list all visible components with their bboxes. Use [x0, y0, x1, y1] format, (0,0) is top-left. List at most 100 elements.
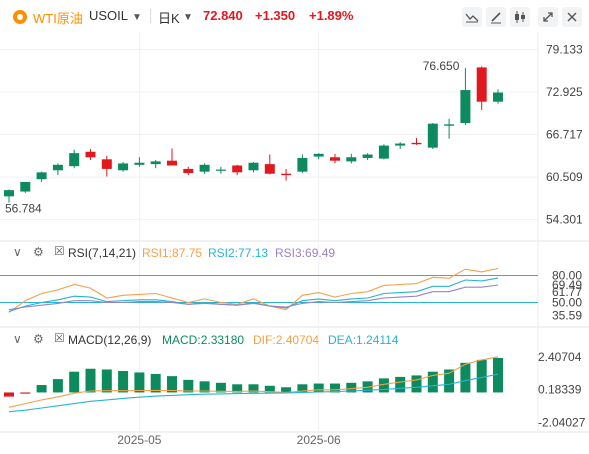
- candlestick-pane: 76.650 56.784: [4, 59, 503, 216]
- price-tick-label: 60.509: [546, 170, 583, 184]
- rsi-line-rsi3: [8, 284, 499, 311]
- rsi2-label: RSI2:77.13: [208, 246, 269, 260]
- candle-body: [362, 154, 373, 158]
- candle-body: [215, 169, 226, 171]
- candle-body: [118, 163, 129, 171]
- macd-histogram-bar: [330, 383, 340, 393]
- macd-histogram-bar: [199, 381, 210, 393]
- macd-histogram-bar: [444, 369, 455, 393]
- macd-histogram-bar: [264, 385, 275, 393]
- drawing-icon: [491, 12, 501, 24]
- macd-histogram-bar: [101, 369, 112, 393]
- rsi-tick-label: 69.49: [552, 278, 582, 292]
- toggle-box-icon[interactable]: ☒: [54, 244, 65, 258]
- candle-body: [395, 143, 406, 146]
- macd-histogram-bar: [118, 370, 129, 393]
- candle-style-button[interactable]: [510, 7, 530, 27]
- macd-histogram-bar: [167, 376, 177, 393]
- candle-body: [150, 161, 161, 165]
- candle-body: [346, 157, 357, 162]
- macd-histogram-bar: [411, 375, 422, 393]
- price-change-percent: +1.89%: [309, 8, 354, 23]
- rsi-tick-label: 35.59: [552, 308, 582, 322]
- toggle-box-icon[interactable]: ☒: [54, 331, 65, 345]
- rsi-line-rsi1: [8, 267, 499, 313]
- candle-body: [232, 165, 243, 173]
- macd-histogram-bar: [4, 392, 14, 397]
- macd-histogram-bar: [215, 382, 226, 393]
- price-change: +1.350: [255, 8, 296, 23]
- rsi-tick-label: 50.00: [552, 296, 582, 310]
- settings-icon[interactable]: ⚙: [33, 245, 44, 259]
- close-button[interactable]: [562, 7, 582, 27]
- candle-body: [199, 164, 210, 172]
- macd-histogram-bar: [183, 379, 194, 393]
- settings-icon[interactable]: ⚙: [33, 332, 44, 346]
- macd-histogram-bar: [85, 368, 96, 393]
- collapse-icon[interactable]: ∨: [13, 245, 22, 259]
- price-tick-label: 66.717: [546, 128, 583, 142]
- interval-dropdown-icon[interactable]: ▼: [183, 12, 193, 23]
- toolbar-divider: [150, 9, 151, 23]
- macd-histogram-bar: [476, 359, 487, 393]
- candle-body: [183, 168, 194, 174]
- dea-value-label: DEA:1.24114: [328, 333, 399, 347]
- candle-body: [52, 164, 63, 171]
- macd-histogram-bar: [493, 357, 503, 393]
- rsi1-label: RSI1:87.75: [142, 246, 203, 260]
- macd-histogram-bar: [297, 384, 308, 393]
- macd-title: MACD(12,26,9): [68, 333, 152, 347]
- candle-body: [101, 159, 112, 169]
- candle-body: [476, 67, 487, 102]
- macd-histogram-bar: [281, 387, 292, 393]
- candle-body: [330, 157, 340, 161]
- candle-body: [85, 151, 96, 158]
- macd-histogram-bar: [346, 382, 357, 393]
- candle-body: [493, 92, 503, 102]
- rsi-line-rsi2: [8, 277, 499, 313]
- macd-histogram-bar: [427, 371, 438, 393]
- dif-line: [8, 356, 499, 408]
- candle-body: [36, 172, 47, 180]
- macd-histogram-bar: [395, 376, 406, 393]
- expand-button[interactable]: [538, 7, 558, 27]
- candle-body: [264, 164, 275, 174]
- macd-histogram-bar: [69, 371, 80, 393]
- candle-body: [167, 160, 177, 166]
- candle-body: [4, 190, 14, 197]
- rsi3-label: RSI3:69.49: [275, 246, 336, 260]
- interval-selector[interactable]: 日K: [158, 11, 180, 26]
- dif-value-label: DIF:2.40704: [253, 333, 320, 347]
- chart-area[interactable]: 76.650 56.784 79.133 72.925 66.717 60.509 54.…: [0, 32, 589, 454]
- current-price: 72.840: [203, 8, 243, 23]
- price-tick-label: 79.133: [546, 42, 583, 56]
- expand-icon: [543, 12, 553, 22]
- symbol-dropdown-icon[interactable]: ▼: [132, 12, 142, 23]
- macd-histogram-bar: [20, 392, 31, 394]
- price-tick-label: 54.301: [546, 213, 583, 227]
- candle-body: [248, 162, 259, 171]
- low-price-marker: 56.784: [5, 202, 42, 216]
- symbol-code[interactable]: USOIL: [89, 8, 129, 23]
- candle-body: [411, 142, 422, 145]
- rsi-tick-label: 61.77: [552, 285, 582, 299]
- axis-labels: 79.133 72.925 66.717 60.509 54.301 2025-05 202…: [117, 42, 585, 447]
- price-tick-label: 72.925: [546, 85, 583, 99]
- candle-body: [444, 124, 455, 126]
- rsi-pane: [0, 267, 538, 313]
- high-price-marker: 76.650: [423, 59, 460, 73]
- candle-body: [281, 173, 292, 176]
- macd-histogram-bar: [150, 373, 161, 393]
- macd-tick-label: 2.40704: [538, 350, 582, 364]
- macd-histogram-bar: [248, 384, 259, 393]
- candle-body: [313, 153, 324, 157]
- indicator-button[interactable]: [462, 7, 482, 27]
- symbol-name[interactable]: WTI原油: [33, 11, 83, 26]
- oil-symbol-icon: [13, 10, 27, 24]
- close-icon: [567, 12, 577, 22]
- candle-body: [134, 162, 145, 165]
- collapse-icon[interactable]: ∨: [13, 332, 22, 346]
- macd-histogram-bar: [36, 385, 47, 393]
- dea-line: [8, 373, 499, 413]
- drawing-button[interactable]: [486, 7, 506, 27]
